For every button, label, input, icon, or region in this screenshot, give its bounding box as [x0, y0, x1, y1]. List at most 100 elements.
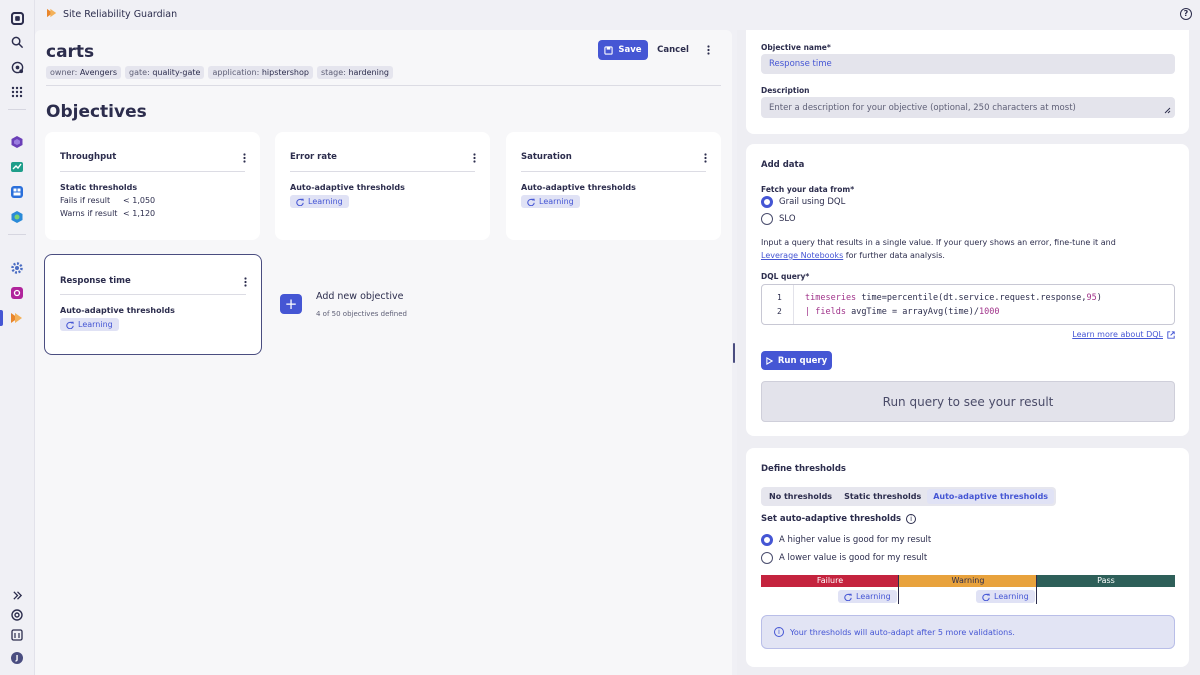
expand-icon[interactable] [9, 587, 25, 603]
radio-grail-dql[interactable]: Grail using DQL [761, 196, 845, 208]
fetch-label: Fetch your data from* [761, 185, 855, 194]
nav-divider [8, 234, 26, 235]
add-objective-button[interactable]: + [280, 294, 302, 314]
kubernetes-icon[interactable] [9, 134, 25, 150]
dql-line-1: timeseries time=percentile(dt.service.re… [805, 293, 1102, 303]
tag-key: gate [129, 68, 148, 77]
tag-value: quality-gate [152, 68, 201, 77]
divider [46, 85, 721, 86]
refresh-icon [296, 198, 304, 206]
notifications-icon[interactable] [9, 627, 25, 643]
infrastructure-icon[interactable] [9, 159, 25, 175]
objective-editor-panel: Objective name* Response time Descriptio… [737, 30, 1200, 675]
description-input[interactable]: Enter a description for your objective (… [761, 97, 1175, 118]
card-menu-icon[interactable] [242, 276, 248, 288]
learn-dql-link[interactable]: Learn more about DQL [1072, 330, 1175, 339]
play-icon [766, 356, 773, 365]
search-icon[interactable] [9, 34, 25, 50]
plus-icon: + [284, 295, 298, 313]
radio-label: SLO [779, 214, 796, 224]
top-bar: Site Reliability Guardian ? [35, 0, 1200, 30]
help-icon[interactable]: ? [1180, 8, 1192, 20]
ai-icon[interactable] [9, 59, 25, 75]
add-objective-label[interactable]: Add new objective [316, 291, 404, 302]
learn-dql-label: Learn more about DQL [1072, 330, 1163, 339]
apps-grid-icon[interactable] [9, 84, 25, 100]
radio-lower-is-good[interactable]: A lower value is good for my result [761, 552, 927, 564]
fail-label: Fails if result [60, 196, 111, 205]
more-options-icon[interactable] [703, 42, 713, 58]
app-title: Site Reliability Guardian [63, 9, 178, 20]
refresh-icon [982, 593, 990, 601]
info-icon[interactable]: i [906, 514, 917, 524]
status-text: Learning [994, 592, 1029, 601]
run-query-button[interactable]: Run query [761, 351, 832, 370]
threshold-type: Auto-adaptive thresholds [60, 306, 175, 315]
band-failure: Failure [761, 575, 899, 587]
threshold-type: Static thresholds [60, 183, 138, 192]
srg-app-icon[interactable] [9, 310, 25, 326]
panel-resize-handle[interactable] [733, 343, 735, 363]
resize-grip-icon[interactable] [1164, 107, 1171, 114]
learning-badge: Learning [60, 318, 119, 331]
card-menu-icon[interactable] [241, 152, 247, 164]
card-menu-icon[interactable] [471, 152, 477, 164]
warning-threshold-marker [1036, 575, 1037, 604]
fail-value: < 1,050 [123, 196, 156, 205]
radio-selected [761, 196, 773, 208]
guardian-main: carts owner: Avengers gate: quality-gate… [35, 30, 732, 675]
dashboards-icon[interactable] [9, 184, 25, 200]
tab-static-thresholds[interactable]: Static thresholds [844, 492, 922, 501]
run-query-label: Run query [777, 355, 828, 366]
support-icon[interactable] [9, 607, 25, 623]
warn-label: Warns if result [60, 209, 118, 218]
services-icon[interactable] [9, 209, 25, 225]
user-initial: J [11, 652, 23, 664]
refresh-icon [844, 593, 852, 601]
warn-value: < 1,120 [123, 209, 156, 218]
card-divider [60, 171, 245, 172]
save-button[interactable]: Save [598, 40, 648, 60]
tab-no-thresholds[interactable]: No thresholds [769, 492, 833, 501]
threshold-type: Auto-adaptive thresholds [521, 183, 636, 192]
learning-badge: Learning [290, 195, 349, 208]
settings-icon[interactable] [9, 260, 25, 276]
radio-higher-is-good[interactable]: A higher value is good for my result [761, 534, 931, 546]
radio-label: Grail using DQL [779, 197, 846, 207]
objective-card-error-rate[interactable]: Error rate Auto-adaptive thresholds Lear… [275, 132, 490, 240]
band-warning: Warning [899, 575, 1037, 587]
objective-name: Throughput [60, 152, 117, 162]
card-menu-icon[interactable] [702, 152, 708, 164]
refresh-icon [66, 321, 74, 329]
tag-key: owner [50, 68, 75, 77]
help-line: for further data analysis. [843, 251, 945, 260]
tag-value: hipstershop [261, 68, 309, 77]
tab-auto-adaptive-thresholds[interactable]: Auto-adaptive thresholds [927, 489, 1055, 504]
notebooks-link[interactable]: Leverage Notebooks [761, 251, 844, 260]
objective-card-throughput[interactable]: Throughput Static thresholds Fails if re… [45, 132, 260, 240]
active-nav-indicator [0, 310, 3, 326]
radio-label: A lower value is good for my result [779, 553, 928, 563]
threshold-mode-tabs: No thresholds Static thresholds Auto-ada… [761, 487, 1057, 506]
radio-slo[interactable]: SLO [761, 213, 796, 225]
objective-card-response-time[interactable]: Response time Auto-adaptive thresholds L… [44, 254, 262, 355]
card-divider [60, 294, 246, 295]
dynatrace-logo-icon[interactable] [9, 10, 25, 26]
thresholds-card: Define thresholds No thresholds Static t… [746, 448, 1189, 667]
objective-name-input[interactable]: Response time [761, 54, 1175, 74]
workflows-icon[interactable] [9, 285, 25, 301]
dql-editor[interactable]: 1 2 timeseries time=percentile(dt.servic… [761, 284, 1175, 325]
tag-application: application: hipstershop [208, 66, 313, 79]
subtitle-text: Set auto-adaptive thresholds [761, 514, 902, 524]
tag-value: Avengers [79, 68, 118, 77]
description-label: Description [761, 86, 810, 95]
dql-line-2: | fields avgTime = arrayAvg(time)/1000 [805, 307, 1000, 317]
left-nav: J [0, 0, 35, 675]
add-data-title: Add data [761, 160, 805, 170]
objective-card-saturation[interactable]: Saturation Auto-adaptive thresholds Lear… [506, 132, 721, 240]
user-avatar[interactable]: J [9, 650, 25, 666]
srg-app-icon [46, 8, 58, 21]
objective-name: Response time [60, 276, 131, 286]
learning-badge: Learning [521, 195, 580, 208]
cancel-button[interactable]: Cancel [657, 45, 689, 55]
